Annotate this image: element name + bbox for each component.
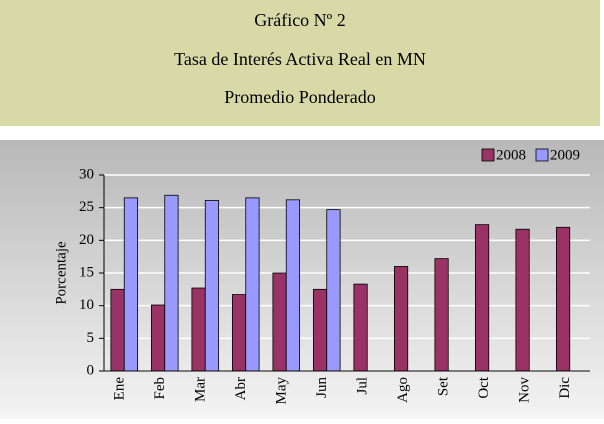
x-tick-label: Ene xyxy=(112,377,128,401)
bar xyxy=(515,228,530,372)
x-tick-label: Nov xyxy=(517,377,533,403)
x-tick-label: Ago xyxy=(395,377,411,403)
x-tick-label: Jun xyxy=(314,377,330,398)
title-box xyxy=(0,0,600,126)
bar xyxy=(353,283,368,372)
legend-label: 2008 xyxy=(496,147,526,163)
y-tick-label: 30 xyxy=(79,166,94,182)
bar xyxy=(272,272,287,372)
chart-subtitle: Tasa de Interés Activa Real en MN xyxy=(174,49,426,69)
x-tick-label: May xyxy=(274,377,290,405)
legend-swatch xyxy=(535,148,549,162)
bar xyxy=(150,304,166,372)
y-tick-label: 10 xyxy=(79,297,94,313)
bar xyxy=(434,258,449,372)
y-tick-label: 20 xyxy=(79,232,94,248)
bar xyxy=(474,224,490,372)
chart-title: Gráfico Nº 2 xyxy=(254,10,346,30)
y-tick-label: 5 xyxy=(87,330,95,346)
bar xyxy=(231,294,247,372)
bar xyxy=(312,288,328,372)
bar xyxy=(326,209,341,372)
x-tick-label: Oct xyxy=(476,376,492,398)
y-tick-label: 15 xyxy=(79,264,94,280)
bar xyxy=(245,197,260,372)
bar xyxy=(110,288,125,372)
x-tick-label: Abr xyxy=(233,377,249,400)
bar xyxy=(285,199,301,372)
x-tick-label: Jul xyxy=(355,377,371,395)
bar xyxy=(164,194,179,372)
chart-subtitle: Promedio Ponderado xyxy=(224,87,375,107)
bar xyxy=(555,226,571,372)
bar xyxy=(204,200,220,372)
x-tick-label: Feb xyxy=(152,377,168,400)
legend-swatch xyxy=(481,148,495,162)
y-axis-label: Porcentaje xyxy=(53,241,69,305)
x-tick-label: Dic xyxy=(557,377,573,399)
bar xyxy=(123,197,139,372)
y-tick-label: 0 xyxy=(87,362,95,378)
y-tick-label: 25 xyxy=(79,199,94,215)
x-tick-label: Set xyxy=(436,376,452,396)
legend-label: 2009 xyxy=(550,147,580,163)
bar xyxy=(393,266,409,372)
chart-background xyxy=(0,140,604,419)
bar xyxy=(191,287,206,372)
x-tick-label: Mar xyxy=(193,377,209,402)
